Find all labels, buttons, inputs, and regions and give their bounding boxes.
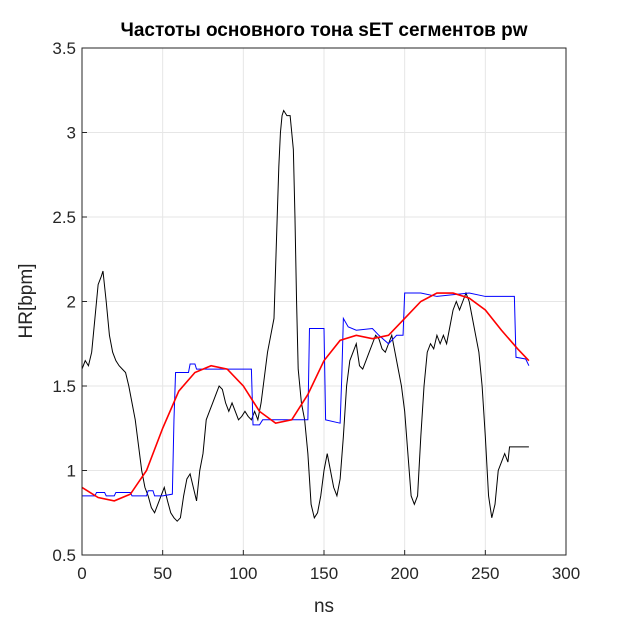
x-tick-label: 100 — [229, 564, 257, 583]
line-series — [81, 292, 530, 502]
x-tick-label: 250 — [471, 564, 499, 583]
x-tick-label: 300 — [552, 564, 580, 583]
y-tick-label: 1.5 — [52, 377, 76, 396]
x-tick-label: 0 — [77, 564, 86, 583]
line-series — [82, 292, 530, 497]
y-tick-label: 2.5 — [52, 208, 76, 227]
x-axis-label: ns — [314, 596, 334, 617]
y-tick-label: 3.5 — [52, 39, 76, 58]
x-tick-label: 50 — [153, 564, 172, 583]
y-tick-label: 2 — [67, 293, 76, 312]
x-tick-label: 200 — [390, 564, 418, 583]
y-tick-label: 0.5 — [52, 546, 76, 565]
line-series — [81, 109, 529, 522]
plot-frame — [81, 47, 567, 556]
y-axis-label: HR[bpm] — [16, 264, 37, 339]
y-tick-label: 3 — [67, 124, 76, 143]
y-tick-label: 1 — [67, 462, 76, 481]
chart-title: Частоты основного тона sET сегментов pw — [120, 20, 527, 41]
x-tick-label: 150 — [310, 564, 338, 583]
